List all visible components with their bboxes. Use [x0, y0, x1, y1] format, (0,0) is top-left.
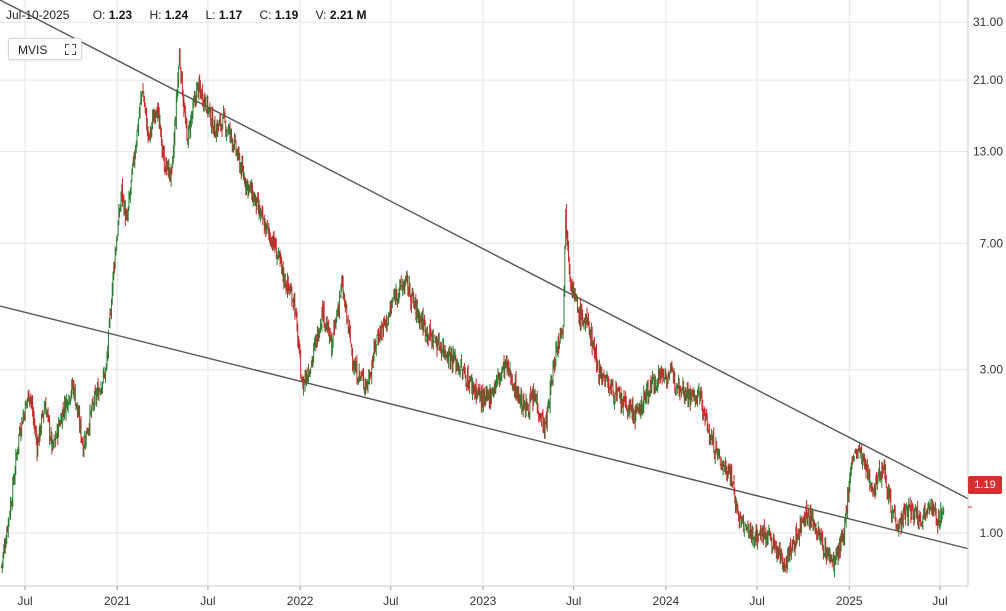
symbol-ticker: MVIS [18, 43, 48, 57]
low-label: L: [205, 8, 216, 22]
symbol-selector[interactable]: MVIS [8, 38, 82, 60]
ohlc-date: Jul-10-2025 [6, 8, 70, 22]
candlesticks [1, 48, 945, 578]
x-tick-label: Jul [749, 594, 764, 608]
high-label: H: [149, 8, 162, 22]
y-tick-label: 7.00 [980, 237, 1004, 251]
close-value: 1.19 [274, 8, 299, 22]
trendline-lower [0, 305, 969, 550]
open-label: O: [92, 8, 106, 22]
x-tick-label: Jul [200, 594, 215, 608]
y-tick-label: 31.00 [973, 15, 1003, 29]
last-price-tag: 1.19 [968, 476, 1002, 494]
x-tick-label: 2022 [287, 594, 314, 608]
x-tick-label: Jul [932, 594, 947, 608]
grid-lines [0, 0, 968, 586]
open-value: 1.23 [108, 8, 133, 22]
y-tick-label: 1.00 [980, 526, 1004, 540]
expand-icon[interactable] [65, 44, 76, 55]
x-tick-label: Jul [383, 594, 398, 608]
low-value: 1.17 [218, 8, 243, 22]
high-value: 1.24 [164, 8, 189, 22]
y-tick-label: 13.00 [973, 144, 1003, 158]
x-tick-label: 2023 [470, 594, 497, 608]
trendline-upper [0, 0, 969, 500]
volume-label: V: [315, 8, 327, 22]
x-tick-label: Jul [17, 594, 32, 608]
y-tick-label: 21.00 [973, 73, 1003, 87]
x-tick-label: 2024 [653, 594, 680, 608]
trendlines [0, 0, 969, 550]
close-label: C: [259, 8, 272, 22]
x-tick-label: 2025 [836, 594, 863, 608]
ohlc-readout: Jul-10-2025 O: 1.23 H: 1.24 L: 1.17 C: 1… [6, 8, 381, 22]
x-tick-label: 2021 [104, 594, 131, 608]
y-tick-label: 3.00 [980, 363, 1004, 377]
volume-value: 2.21 M [329, 8, 367, 22]
x-tick-label: Jul [566, 594, 581, 608]
